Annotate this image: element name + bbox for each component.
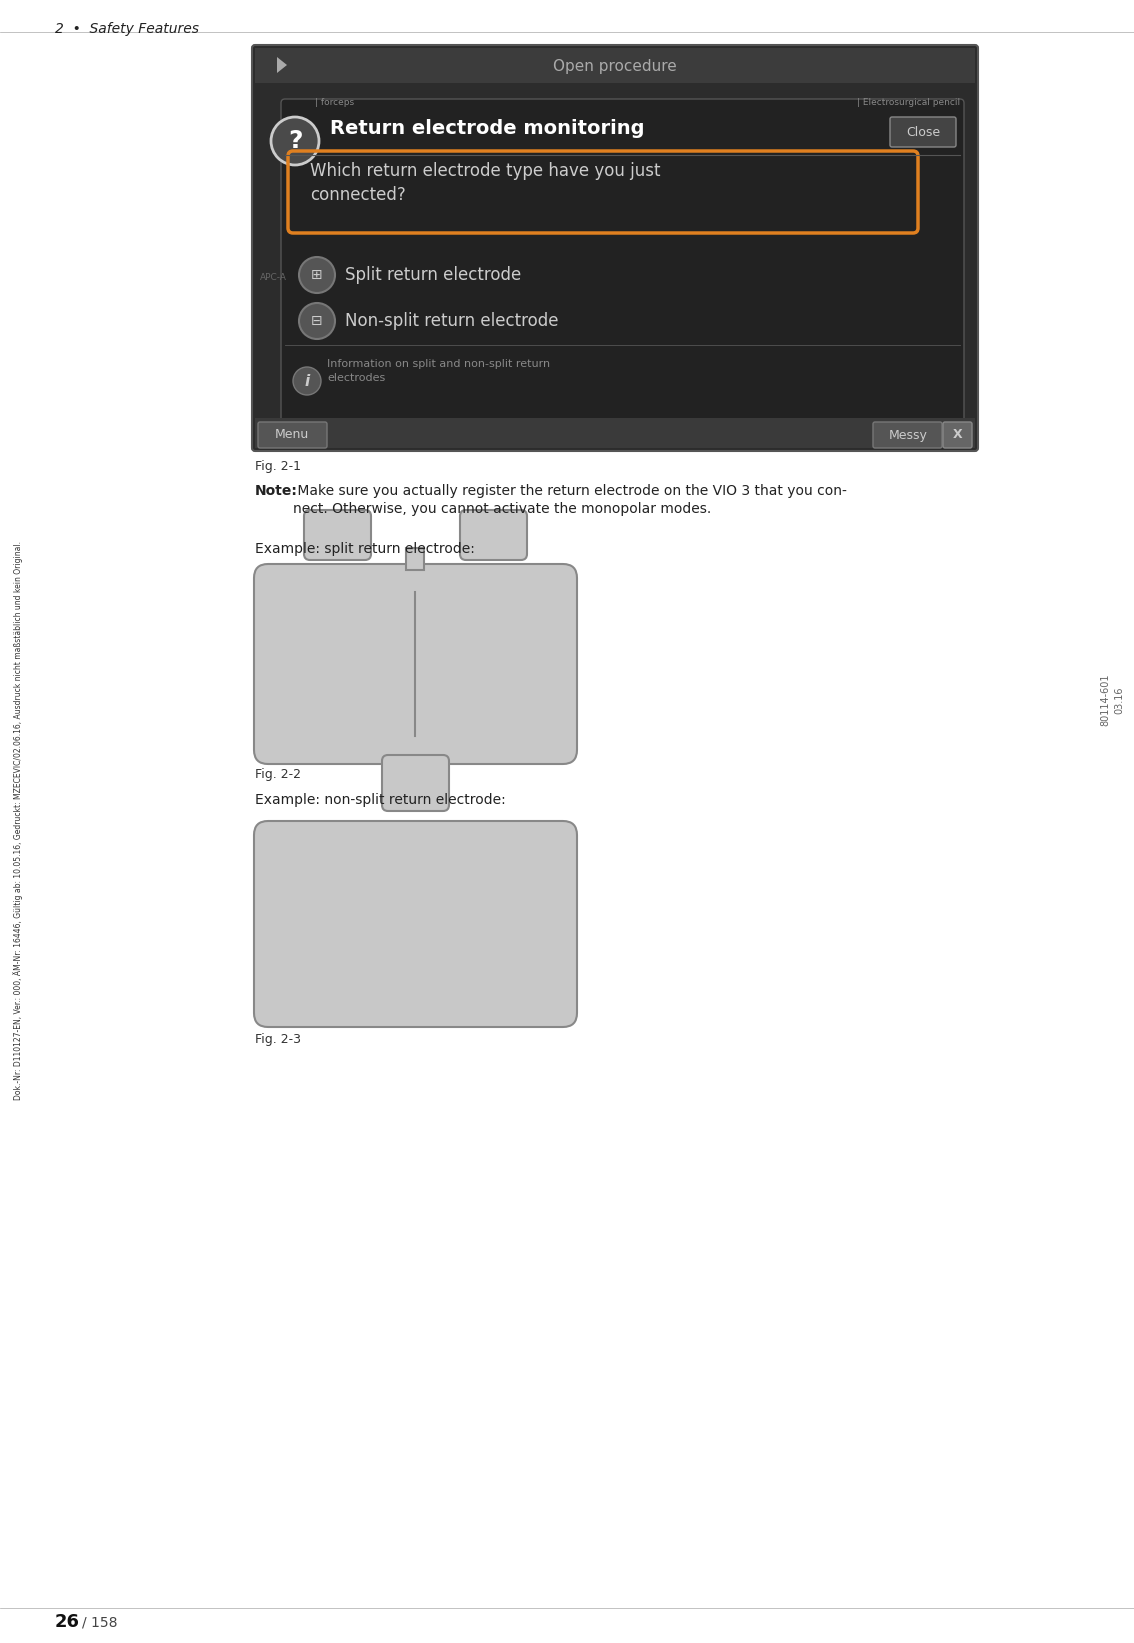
Text: | Electrosurgical pencil: | Electrosurgical pencil xyxy=(857,99,960,107)
FancyBboxPatch shape xyxy=(255,48,975,84)
Text: i: i xyxy=(304,373,310,388)
FancyBboxPatch shape xyxy=(304,509,371,560)
Circle shape xyxy=(299,302,335,338)
Text: Example: non-split return electrode:: Example: non-split return electrode: xyxy=(255,794,506,807)
Text: Dok.-Nr: D110127-EN, Ver.: 000, ÄM-Nr: 16446, Gültig ab: 10.05.16, Gedruckt: MZE: Dok.-Nr: D110127-EN, Ver.: 000, ÄM-Nr: 1… xyxy=(14,541,23,1099)
Text: Messy: Messy xyxy=(889,429,928,442)
Text: Non-split return electrode: Non-split return electrode xyxy=(345,312,559,330)
Text: ⊞: ⊞ xyxy=(311,268,323,283)
Text: ?: ? xyxy=(288,130,303,153)
Polygon shape xyxy=(277,58,287,72)
Circle shape xyxy=(299,256,335,292)
FancyBboxPatch shape xyxy=(406,549,424,570)
Text: Split return electrode: Split return electrode xyxy=(345,266,522,284)
FancyBboxPatch shape xyxy=(254,822,577,1027)
Text: Note:: Note: xyxy=(255,485,298,498)
Text: ⊟: ⊟ xyxy=(311,314,323,329)
Circle shape xyxy=(293,366,321,394)
FancyBboxPatch shape xyxy=(259,422,327,449)
FancyBboxPatch shape xyxy=(255,417,975,449)
FancyBboxPatch shape xyxy=(281,99,964,437)
Text: Menu: Menu xyxy=(274,429,310,442)
FancyBboxPatch shape xyxy=(873,422,942,449)
Text: Which return electrode type have you just
connected?: Which return electrode type have you jus… xyxy=(310,161,660,204)
Text: Return electrode monitoring: Return electrode monitoring xyxy=(330,118,644,138)
Text: / 158: / 158 xyxy=(82,1615,118,1628)
Text: Fig. 2-1: Fig. 2-1 xyxy=(255,460,301,473)
Text: X: X xyxy=(954,429,963,442)
FancyBboxPatch shape xyxy=(460,509,527,560)
Text: | forceps: | forceps xyxy=(315,99,354,107)
Text: 2  •  Safety Features: 2 • Safety Features xyxy=(56,21,198,36)
FancyBboxPatch shape xyxy=(890,117,956,146)
Circle shape xyxy=(271,117,319,164)
Text: Make sure you actually register the return electrode on the VIO 3 that you con-
: Make sure you actually register the retu… xyxy=(293,485,847,516)
Text: Fig. 2-3: Fig. 2-3 xyxy=(255,1033,301,1047)
Text: Example: split return electrode:: Example: split return electrode: xyxy=(255,542,475,555)
Text: Fig. 2-2: Fig. 2-2 xyxy=(255,767,301,780)
FancyBboxPatch shape xyxy=(382,756,449,812)
FancyBboxPatch shape xyxy=(254,564,577,764)
FancyBboxPatch shape xyxy=(252,44,978,450)
Text: 80114-601
03.16: 80114-601 03.16 xyxy=(1100,674,1124,726)
FancyBboxPatch shape xyxy=(943,422,972,449)
Text: Close: Close xyxy=(906,125,940,138)
Text: 26: 26 xyxy=(56,1613,81,1631)
Text: Open procedure: Open procedure xyxy=(553,59,677,74)
Text: Information on split and non-split return
electrodes: Information on split and non-split retur… xyxy=(327,360,550,383)
Text: APC-A: APC-A xyxy=(260,273,287,283)
